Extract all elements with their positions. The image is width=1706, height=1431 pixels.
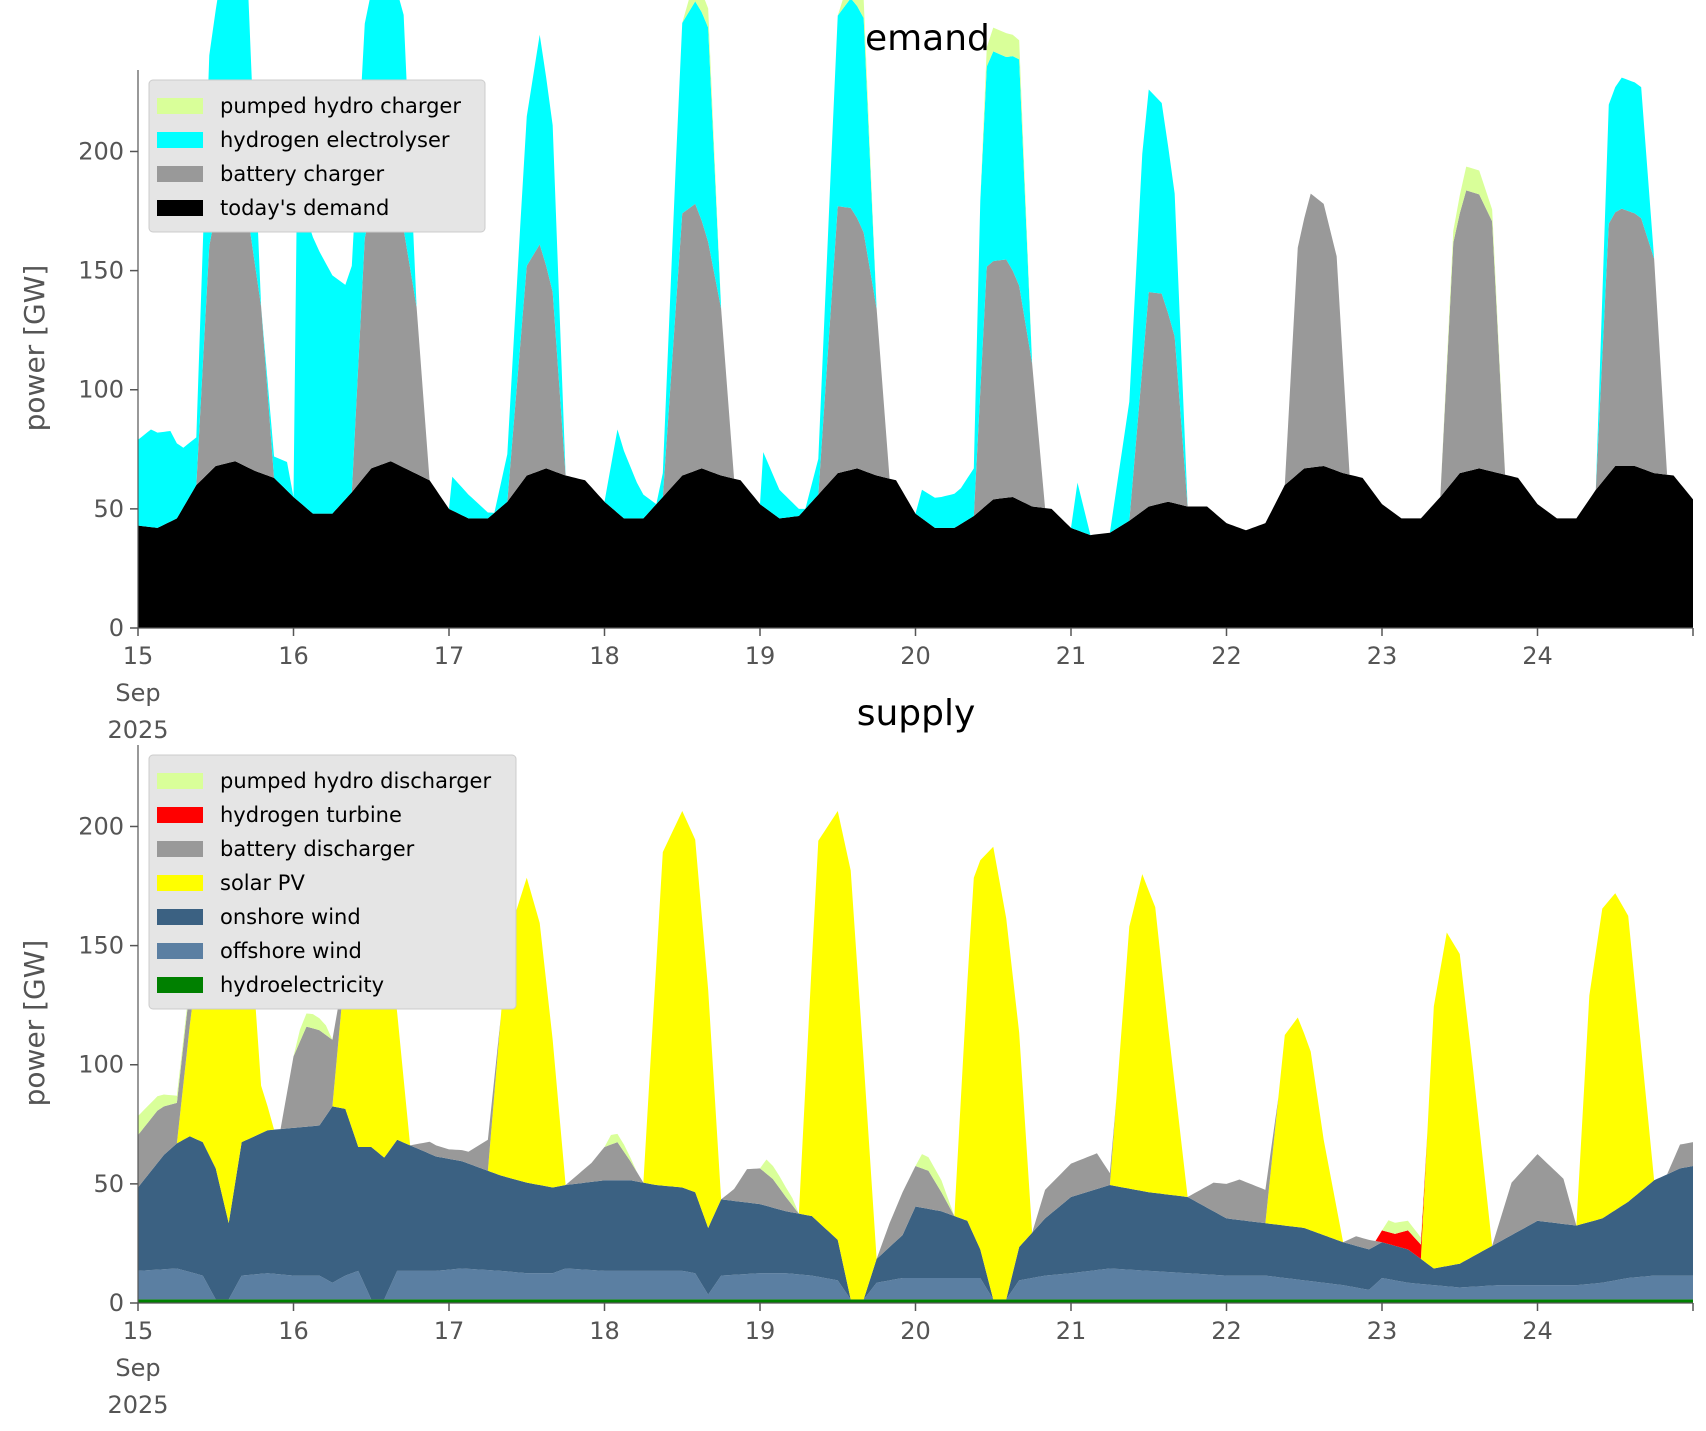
demand-areas [138, 0, 1693, 628]
legend-label-onshore-wind: onshore wind [220, 905, 361, 929]
y-tick-label: 150 [78, 257, 124, 285]
x-tick-label: 19 [745, 642, 776, 670]
x-tick-label: 15 [123, 1317, 154, 1345]
x-tick-label: 21 [1056, 1317, 1087, 1345]
x-tick-label: 17 [434, 642, 465, 670]
x-tick-label: 22 [1211, 642, 1242, 670]
legend-swatch-onshore-wind [157, 909, 203, 925]
y-tick-label: 0 [109, 1289, 124, 1317]
legend-box [148, 79, 486, 233]
legend-swatch-hydrogen-electrolyser [157, 132, 203, 148]
series-area-offshore-wind [138, 1268, 1693, 1300]
x-tick-label: 19 [745, 1317, 776, 1345]
x-tick-label: 2025 [107, 1391, 168, 1419]
series-area-battery-discharger [138, 810, 1693, 1259]
supply-legend: pumped hydro discharger hydrogen turbine b… [148, 754, 517, 1010]
legend-label-pumped-hydro-charger: pumped hydro charger [220, 94, 461, 118]
legend-swatch-solar-pv [157, 875, 203, 891]
x-tick-label: Sep [115, 679, 160, 707]
series-area-battery-charger [138, 183, 1693, 536]
legend-swatch-pumped-hydro-charger [157, 98, 203, 114]
x-tick-label: 15 [123, 642, 154, 670]
legend-swatch-today-s-demand [157, 200, 203, 216]
legend-swatch-battery-discharger [157, 841, 203, 857]
x-tick-label: 2025 [107, 716, 168, 744]
x-tick-label: 21 [1056, 642, 1087, 670]
legend-swatch-pumped-hydro-discharger [157, 773, 203, 789]
y-tick-label: 150 [78, 932, 124, 960]
x-tick-label: 23 [1367, 642, 1398, 670]
x-tick-label: 18 [589, 1317, 620, 1345]
legend-label-solar-pv: solar PV [220, 871, 305, 895]
supply-areas [138, 810, 1693, 1303]
y-axis-label: power [GW] [18, 940, 51, 1107]
legend-swatch-hydrogen-turbine [157, 807, 203, 823]
y-axis-label: power [GW] [18, 265, 51, 432]
y-tick-label: 50 [93, 495, 124, 523]
series-area-hydrogen-electrolyser [138, 0, 1693, 536]
chart-title: supply [857, 693, 976, 734]
legend-label-hydrogen-turbine: hydrogen turbine [220, 803, 402, 827]
x-tick-label: 22 [1211, 1317, 1242, 1345]
x-tick-label: Sep [115, 1354, 160, 1382]
legend-label-pumped-hydro-discharger: pumped hydro discharger [220, 769, 491, 793]
x-tick-label: 24 [1522, 1317, 1553, 1345]
legend-label-battery-discharger: battery discharger [220, 837, 415, 861]
demand-legend: pumped hydro charger hydrogen electrolyse… [148, 79, 486, 233]
x-tick-label: 17 [434, 1317, 465, 1345]
supply-chart: supply 0 50 100 150 200 15 Sep 2025 16 17 18 19 20 21… [18, 693, 1694, 1419]
series-area-onshore-wind [138, 1106, 1693, 1300]
demand-axes: 0 50 100 150 200 15 Sep 2025 16 17 18 19 20 21 22 23 24 [78, 70, 1694, 744]
series-area-today-s-demand [138, 461, 1693, 628]
chart-title: demand [842, 18, 990, 59]
y-tick-label: 50 [93, 1170, 124, 1198]
legend-swatch-battery-charger [157, 166, 203, 182]
legend-label-battery-charger: battery charger [220, 162, 385, 186]
series-area-hydroelectricity [138, 1299, 1693, 1303]
x-tick-label: 18 [589, 642, 620, 670]
legend-label-hydroelectricity: hydroelectricity [220, 973, 384, 997]
y-tick-label: 200 [78, 137, 124, 165]
legend-swatch-hydroelectricity [157, 977, 203, 993]
demand-chart: demand 0 50 100 150 200 15 Sep 2025 16 17 18 19 20 21… [18, 0, 1694, 744]
x-tick-label: 20 [900, 642, 931, 670]
supply-axes: 0 50 100 150 200 15 Sep 2025 16 17 18 19 20 21 22 23 24 [78, 745, 1694, 1419]
x-tick-label: 16 [278, 1317, 309, 1345]
x-tick-label: 16 [278, 642, 309, 670]
legend-swatch-offshore-wind [157, 943, 203, 959]
y-tick-label: 0 [109, 614, 124, 642]
y-tick-label: 200 [78, 812, 124, 840]
series-area-solar-pv [138, 810, 1693, 1300]
legend-label-today-s-demand: today's demand [220, 196, 389, 220]
legend-label-hydrogen-electrolyser: hydrogen electrolyser [220, 128, 450, 152]
y-tick-label: 100 [78, 1051, 124, 1079]
legend-label-offshore-wind: offshore wind [220, 939, 362, 963]
y-tick-label: 100 [78, 376, 124, 404]
legend-box [148, 754, 517, 1010]
x-tick-label: 24 [1522, 642, 1553, 670]
x-tick-label: 20 [900, 1317, 931, 1345]
x-tick-label: 23 [1367, 1317, 1398, 1345]
